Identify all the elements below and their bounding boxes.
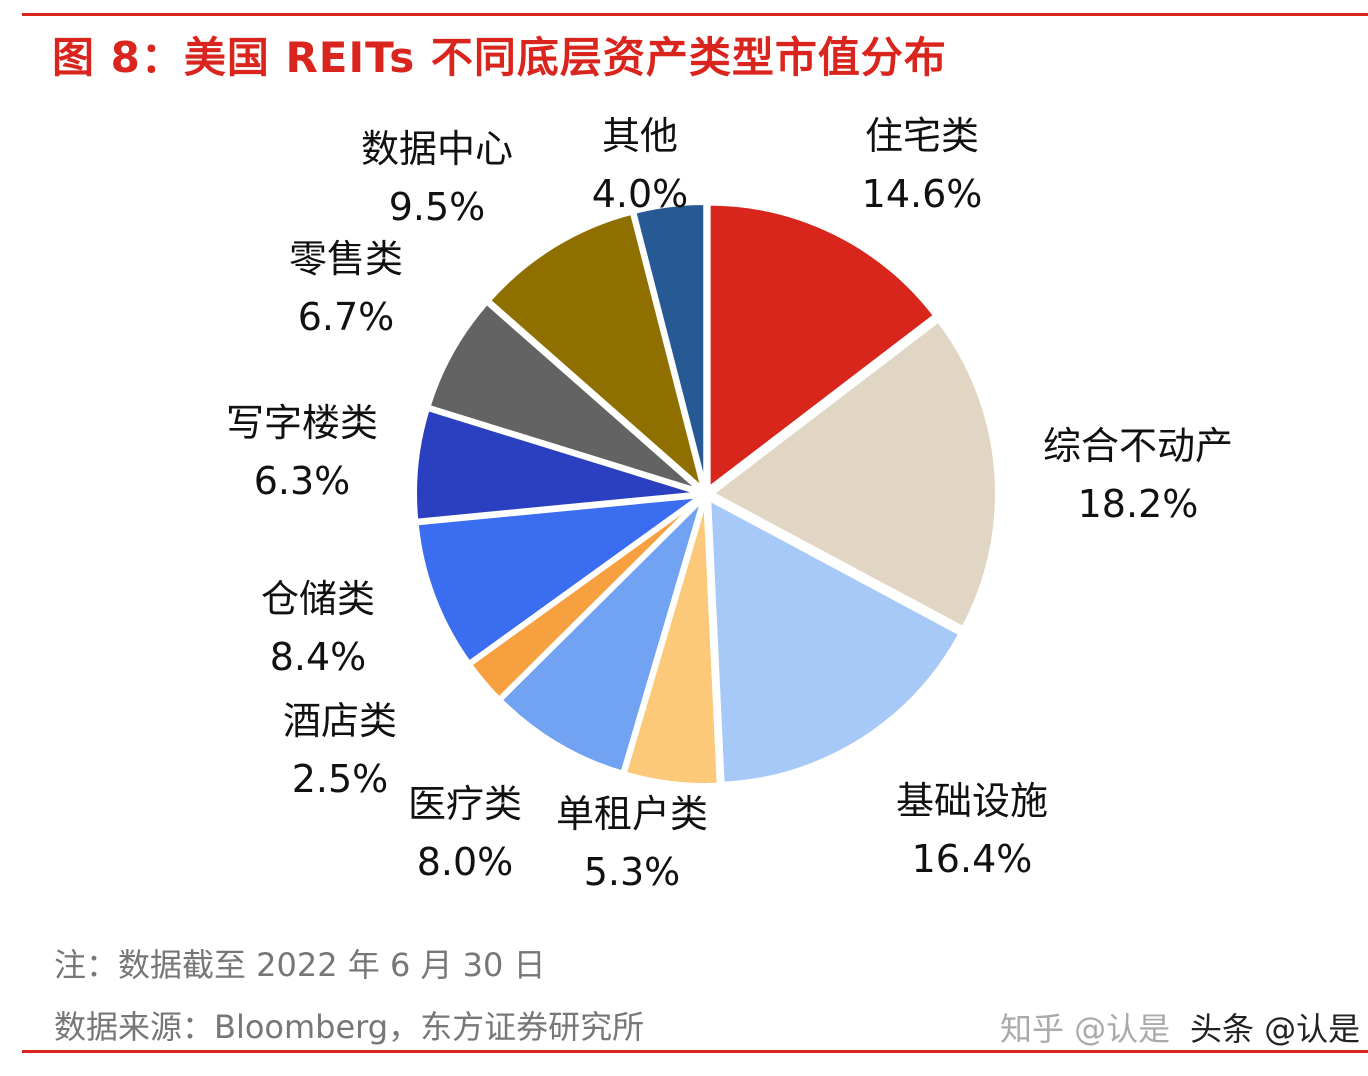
slice-value: 5.3% [583,850,681,894]
slice-category: 酒店类 [282,699,398,743]
chart-title: 图 8：美国 REITs 不同底层资产类型市值分布 [52,33,947,82]
slice-label: 综合不动产 18.2% [1043,417,1233,533]
pie-slice [414,493,708,666]
slice-category: 单租户类 [555,792,709,836]
slice-category: 住宅类 [864,114,979,158]
pie-slice [467,496,703,702]
slice-value: 6.3% [253,459,351,503]
slice-value: 16.4% [911,837,1033,881]
pie-slice [706,201,938,493]
slice-label: 零售类 6.7% [289,230,403,346]
slice-label: 其他 4.0% [592,107,689,223]
slice-value: 14.6% [861,172,983,216]
slice-label: 写字楼类 6.3% [226,394,378,510]
slice-category: 医疗类 [407,782,523,826]
slice-label: 医疗类 8.0% [408,775,522,891]
pie-slice [708,317,999,631]
slice-label: 数据中心 9.5% [361,120,513,236]
slice-category: 数据中心 [360,127,514,171]
slice-label: 酒店类 2.5% [283,692,397,808]
slice-category: 基础设施 [895,779,1049,823]
slice-category: 仓储类 [260,577,376,621]
slice-category: 零售类 [288,237,404,281]
pie-slice [707,495,964,786]
pie-slice [631,201,708,489]
slice-value: 2.5% [291,757,389,801]
slice-label: 单租户类 5.3% [556,785,708,901]
pie-slice [486,210,707,495]
bottom-rule [22,1050,1368,1053]
pie-slice [413,406,701,523]
slice-label: 仓储类 8.4% [261,570,375,686]
slice-value: 9.5% [388,185,486,229]
watermark: 知乎 @认是 [1000,1010,1171,1048]
source-note: 数据来源：Bloomberg，东方证券研究所 [54,1008,645,1046]
slice-value: 18.2% [1077,482,1199,526]
slice-value: 6.7% [297,295,395,339]
slice-category: 其他 [601,114,679,158]
pie-slice [497,497,705,776]
top-rule [22,13,1368,16]
date-note: 注：数据截至 2022 年 6 月 30 日 [54,946,546,984]
pie-slice [426,299,703,493]
slice-value: 8.4% [269,635,367,679]
slice-label: 基础设施 16.4% [896,772,1048,888]
slice-value: 8.0% [416,840,514,884]
pie-slice [622,499,721,787]
slice-value: 4.0% [591,172,689,216]
slice-category: 写字楼类 [225,401,379,445]
slice-category: 综合不动产 [1042,424,1234,468]
watermark: 头条 @认是 [1190,1010,1361,1048]
slice-label: 住宅类 14.6% [862,107,983,223]
